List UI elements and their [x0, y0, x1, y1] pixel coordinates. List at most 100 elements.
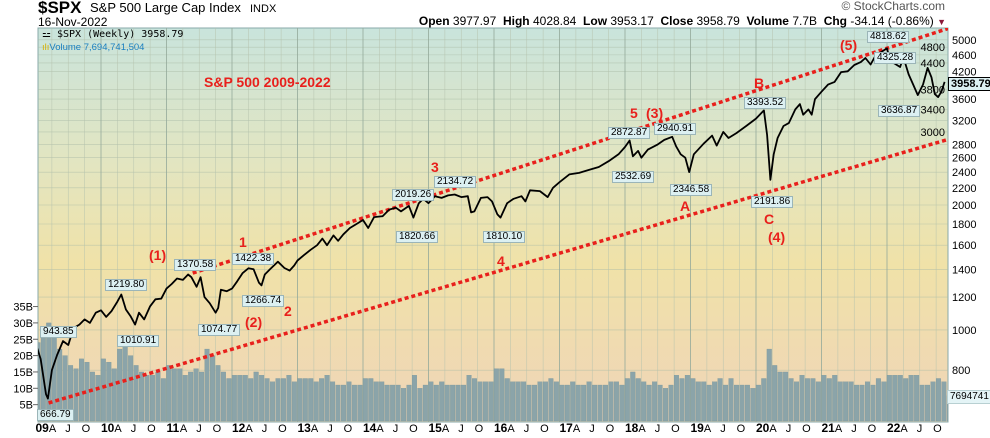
x-tick-label: J: [65, 423, 71, 435]
x-tick-label: A: [704, 423, 712, 435]
volume-bar: [903, 378, 909, 422]
volume-bar: [832, 375, 838, 422]
y-tick-label: 5000: [952, 35, 976, 47]
volume-bar: [62, 355, 68, 422]
price-label: 3393.52: [744, 97, 787, 109]
volume-bar: [472, 378, 477, 422]
price-label: 2019.26: [392, 189, 435, 201]
down-triangle-icon: ▼: [937, 17, 946, 27]
volume-bar: [291, 381, 297, 422]
volume-bar: [881, 381, 887, 422]
y-tick-label: 4800: [921, 42, 945, 54]
volume-bar: [794, 381, 800, 422]
low-value: 3953.17: [610, 14, 654, 28]
volume-bar: [308, 378, 314, 422]
volume-bar: [919, 384, 925, 422]
x-tick-label: 20: [756, 421, 770, 435]
volume-bar: [455, 384, 461, 422]
volume-bar: [401, 388, 407, 422]
y-tick-label: 1400: [952, 264, 976, 276]
price-label: 4325.28: [874, 52, 917, 64]
candlestick-icon: ⚍: [42, 29, 51, 40]
volume-bar: [728, 378, 734, 422]
volume-bar: [657, 384, 663, 422]
volume-bar: [914, 375, 920, 422]
volume-bar: [95, 375, 101, 422]
y-tick-label: 2000: [952, 200, 976, 212]
volume-bar: [761, 378, 767, 422]
index-name: S&P 500 Large Cap Index: [90, 0, 241, 15]
volume-bar: [739, 384, 745, 422]
volume-bar: [422, 384, 428, 422]
wave-label: (4): [768, 229, 786, 245]
volume-bar: [139, 371, 145, 422]
volume-bar: [652, 381, 658, 422]
volume-bar: [313, 381, 319, 422]
volume-bar: [630, 371, 636, 422]
volume-bar: [783, 371, 789, 422]
volume-bar: [499, 368, 505, 422]
x-tick-label: A: [638, 423, 646, 435]
x-tick-label: A: [376, 423, 384, 435]
volume-bar: [843, 381, 849, 422]
volume-bar: [859, 384, 865, 422]
x-tick-label: 22: [887, 421, 901, 435]
volume-bar: [253, 371, 259, 422]
volume-bar: [641, 381, 647, 422]
volume-bar: [444, 384, 450, 422]
price-label: 2940.91: [654, 123, 697, 135]
x-tick-label: J: [393, 423, 399, 435]
gridlines: [38, 28, 948, 422]
volume-bar: [673, 375, 679, 422]
volume-bar: [575, 384, 581, 422]
volume-bar: [264, 378, 270, 422]
volume-bar: [788, 378, 794, 422]
price-axis: 5000 4800 4600 4400 4200 3800 3600 3400 3200 3000…: [921, 35, 977, 377]
volume-bar: [663, 388, 669, 422]
volume-bar: [837, 381, 843, 422]
volume-bar: [930, 381, 936, 422]
volume-bar: [346, 381, 352, 422]
volume-bar: [597, 384, 603, 422]
wave-label: 3: [431, 159, 439, 175]
volume-value: 7.7B: [792, 14, 818, 28]
volume-bar: [38, 342, 41, 422]
symbol: $SPX: [38, 0, 82, 17]
y-tick-label: 1200: [952, 292, 976, 304]
high-label: High: [502, 14, 530, 28]
x-tick-label: O: [213, 423, 222, 435]
volume-bar: [799, 375, 805, 422]
volume-bar: [373, 381, 379, 422]
y-tick-label: 1000: [952, 325, 976, 337]
close-label: Close: [660, 14, 694, 28]
current-volume-marker: 7694741: [947, 390, 990, 404]
volume-bar: [248, 378, 254, 422]
volume-bar: [226, 378, 232, 422]
volume-bar: [231, 375, 237, 422]
volume-bar: [335, 384, 341, 422]
volume-bar: [177, 368, 183, 422]
volume-bar: [193, 368, 199, 422]
wave-label: B: [754, 75, 765, 91]
volume-bar: [477, 381, 483, 422]
x-tick-label: J: [851, 423, 857, 435]
volume-bar: [242, 375, 248, 422]
volume-bar: [810, 378, 816, 422]
x-tick-label: J: [589, 423, 595, 435]
volume-bar: [106, 361, 112, 422]
x-tick-label: A: [245, 423, 253, 435]
exchange: INDX: [250, 3, 277, 15]
volume-bar: [608, 381, 614, 422]
volume-bar: [766, 348, 772, 422]
volume-bar: [777, 371, 783, 422]
volume-bar: [160, 378, 166, 422]
volume-bar: [532, 384, 538, 422]
copyright-link[interactable]: © StockCharts.com: [841, 0, 945, 13]
volume-bar: [542, 381, 548, 422]
volume-bar: [619, 384, 625, 422]
wave-label: 1: [239, 234, 247, 250]
x-tick-label: A: [180, 423, 188, 435]
volume-bar: [215, 365, 221, 422]
volume-bar: [706, 384, 712, 422]
volume-bar: [286, 375, 292, 422]
